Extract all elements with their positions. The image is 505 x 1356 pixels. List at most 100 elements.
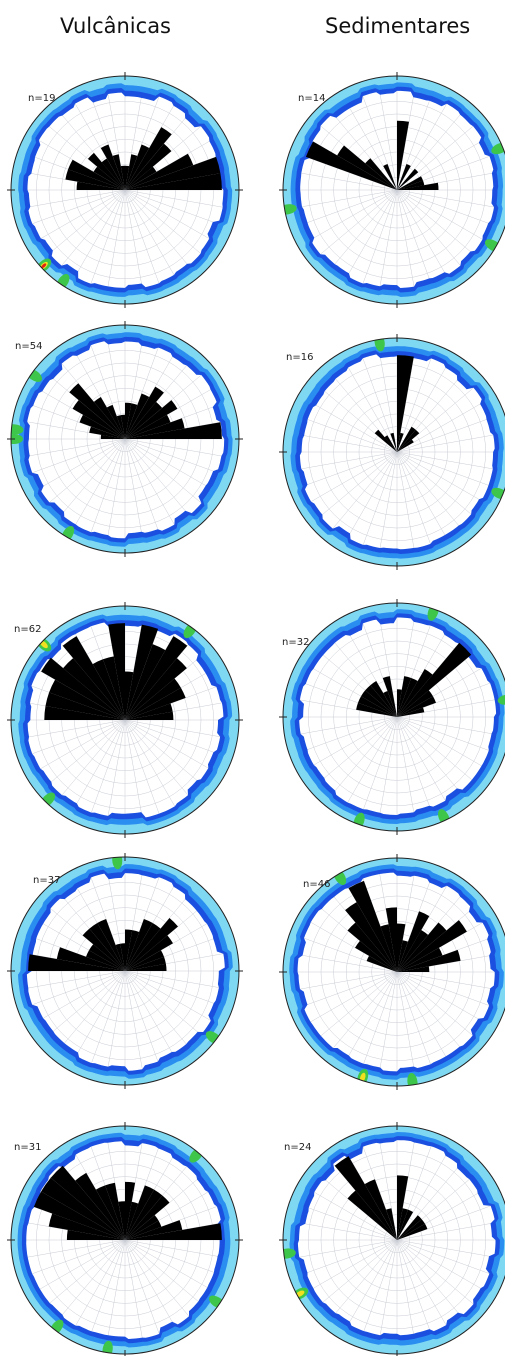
rose-petal — [397, 690, 433, 717]
rose-petal — [100, 434, 125, 439]
rose-petal — [358, 696, 397, 717]
rose-petal — [397, 707, 425, 717]
rose-petal — [397, 949, 461, 972]
rose-petal — [125, 950, 164, 971]
rose-petal — [65, 169, 125, 190]
rose-petal — [366, 955, 397, 972]
stereonet-6: n=32 — [279, 599, 505, 835]
rose-petal — [95, 1185, 125, 1240]
rose-petal — [79, 414, 125, 439]
rose-petal — [49, 679, 125, 720]
sample-count-label: n=62 — [14, 624, 41, 635]
rose-petal — [397, 432, 404, 452]
rose-diagram — [305, 120, 439, 190]
rose-petal — [125, 1189, 163, 1240]
rose-petal — [397, 439, 414, 452]
rose-petal — [125, 173, 222, 190]
rose-petal — [112, 154, 125, 190]
rose-petal — [125, 1195, 170, 1240]
rose-petal — [383, 164, 397, 190]
rose-petal — [48, 1213, 126, 1240]
stereonet-2: n=14 — [279, 72, 505, 308]
stereonet-1: n=19 — [7, 72, 243, 308]
rose-petal — [337, 145, 397, 190]
rose-petal — [397, 176, 423, 190]
sample-count-label: n=32 — [282, 637, 309, 648]
rose-petal — [397, 168, 419, 190]
rose-petal — [125, 1185, 155, 1240]
sample-count-label: n=54 — [15, 341, 42, 352]
rose-petal — [125, 153, 194, 190]
rose-petal — [100, 144, 125, 190]
rose-petal — [397, 164, 411, 190]
rose-petal — [397, 355, 414, 452]
rose-petal — [86, 950, 125, 971]
rose-petal — [397, 642, 472, 717]
sample-count-label: n=31 — [14, 1142, 41, 1153]
rose-petal — [397, 120, 409, 190]
rose-petal — [56, 947, 125, 971]
stereonet-7: n=37 — [7, 853, 243, 1089]
rose-petal — [125, 1220, 183, 1240]
rose-petal — [347, 1190, 397, 1240]
rose-petal — [97, 919, 125, 971]
rose-petal — [374, 429, 397, 452]
rose-petal — [397, 1223, 428, 1240]
rose-petal — [397, 930, 429, 972]
rose-petal — [397, 429, 420, 452]
rose-petal — [386, 1208, 397, 1240]
rose-petal — [125, 923, 161, 971]
rose-petal — [397, 911, 430, 972]
rose-petal — [380, 924, 397, 972]
rose-petal — [76, 181, 125, 190]
rose-petal — [397, 1209, 414, 1240]
rose-petal — [108, 623, 125, 720]
rose-petal — [118, 1201, 125, 1240]
rose-petal — [93, 397, 125, 439]
rose-petal — [89, 944, 125, 971]
rose-petal — [361, 690, 397, 717]
rose-petal — [125, 401, 163, 439]
rose-petal — [364, 1179, 397, 1240]
rose-petal — [356, 702, 397, 717]
sample-count-label: n=37 — [33, 875, 60, 886]
rose-petal — [125, 402, 132, 439]
rose-petal — [50, 1165, 125, 1240]
rose-diagram — [374, 355, 420, 452]
rose-petal — [125, 1223, 222, 1240]
rose-petal — [125, 165, 130, 190]
rose-petal — [125, 386, 164, 439]
rose-petal — [45, 692, 125, 720]
rose-petal — [116, 415, 125, 439]
rose-petal — [62, 636, 125, 720]
rose-petal — [102, 656, 125, 720]
rose-petal — [105, 1182, 125, 1240]
rose-petal — [383, 691, 397, 717]
rose-petal — [125, 1181, 136, 1240]
rose-petal — [397, 180, 425, 190]
rose-petal — [92, 659, 125, 720]
sample-count-label: n=24 — [284, 1142, 311, 1153]
rose-petal — [75, 1172, 125, 1240]
rose-petal — [66, 1229, 125, 1240]
rose-petal — [33, 1191, 125, 1240]
rose-petal — [125, 711, 174, 720]
rose-petal — [397, 1175, 409, 1240]
rose-petal — [125, 671, 134, 720]
rose-petal — [72, 400, 125, 439]
stereonet-10: n=24 — [279, 1122, 505, 1356]
rose-petal — [125, 414, 171, 439]
rose-petal — [397, 182, 439, 190]
rose-petal — [125, 400, 178, 439]
stereonet-4: n=16 — [279, 334, 505, 570]
rose-petal — [125, 1201, 139, 1240]
rose-petal — [89, 426, 125, 439]
rose-petal — [125, 166, 157, 190]
rose-diagram — [28, 918, 178, 971]
rose-petal — [125, 624, 159, 720]
rose-petal — [125, 1220, 162, 1240]
stereonet-8: n=46 — [279, 854, 505, 1090]
rose-petal — [125, 418, 185, 439]
stereonet-5: n=62 — [7, 602, 243, 838]
